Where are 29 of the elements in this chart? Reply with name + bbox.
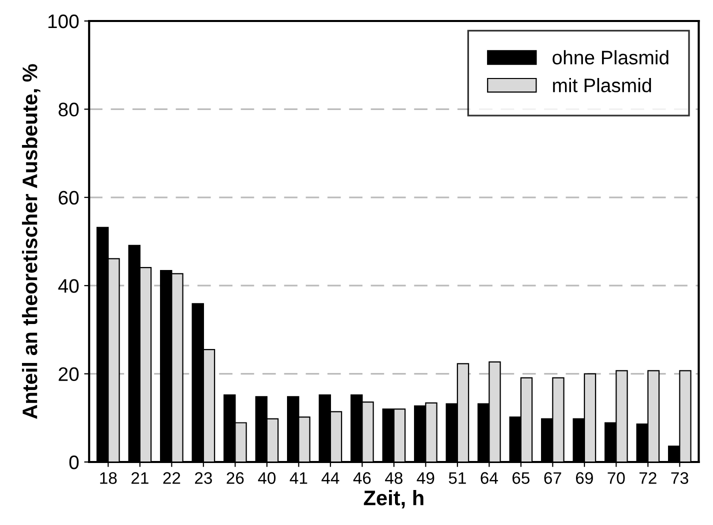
- x-tick-label: 49: [416, 472, 434, 484]
- y-tick-label: 40: [58, 279, 79, 293]
- y-tick-label: 100: [48, 14, 79, 28]
- x-tick-label: 21: [131, 472, 148, 484]
- x-tick-label: 48: [385, 472, 402, 484]
- x-tick-label: 40: [258, 472, 276, 484]
- x-axis-title: Zeit, h: [364, 490, 424, 508]
- x-tick-label: 26: [226, 472, 244, 484]
- x-tick-label: 51: [448, 472, 466, 484]
- y-tick-label: 80: [58, 102, 79, 116]
- y-tick-label: 0: [69, 455, 79, 470]
- y-tick-label: 60: [58, 190, 79, 205]
- x-tick-label: 69: [576, 472, 593, 484]
- y-tick-label: 20: [58, 367, 79, 382]
- x-tick-label: 72: [640, 472, 656, 484]
- x-tick-label: 73: [671, 472, 688, 484]
- x-tick-label: 70: [608, 472, 625, 484]
- legend-label: ohne Plasmid: [552, 50, 668, 64]
- y-axis-title: Anteil an theoretischer Ausbeute, %: [22, 64, 40, 419]
- x-tick-label: 18: [100, 472, 117, 484]
- x-tick-label: 44: [322, 472, 340, 484]
- x-tick-label: 67: [544, 472, 562, 484]
- x-tick-label: 64: [480, 472, 498, 484]
- x-tick-label: 65: [512, 472, 530, 484]
- x-tick-label: 46: [353, 472, 371, 484]
- x-tick-label: 22: [163, 472, 180, 484]
- legend-label: mit Plasmid: [553, 78, 651, 92]
- x-tick-label: 41: [290, 472, 308, 484]
- x-tick-label: 23: [195, 472, 212, 484]
